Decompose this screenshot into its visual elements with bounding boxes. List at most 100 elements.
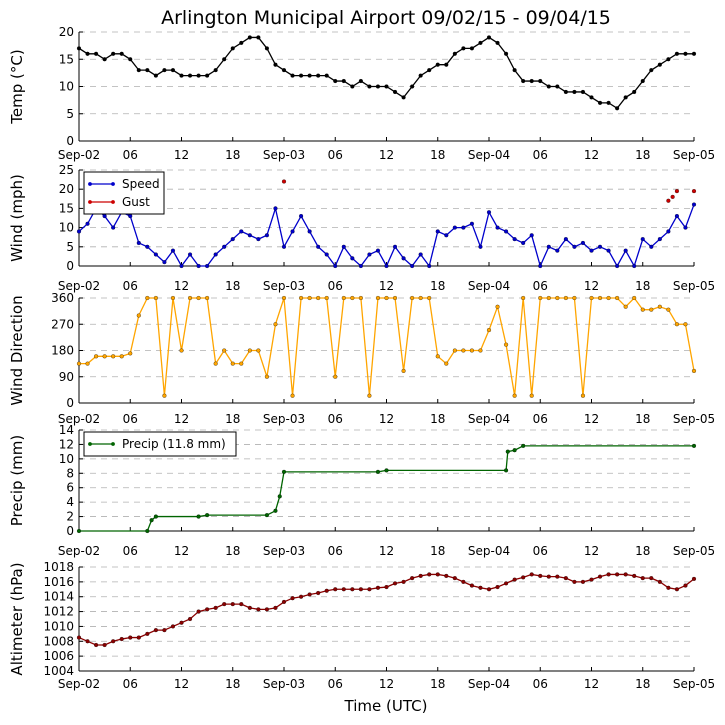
legend-box-precip — [83, 431, 237, 457]
data-point-precip — [264, 513, 269, 518]
data-point-dir — [341, 295, 346, 301]
data-point-wind — [153, 252, 158, 257]
data-point-dir — [589, 295, 594, 301]
data-point-alt — [555, 574, 560, 579]
data-point-alt — [495, 585, 500, 590]
x-tick-label-dir: 18 — [635, 412, 650, 426]
data-point-alt — [452, 576, 457, 581]
data-point-alt — [538, 573, 543, 578]
data-point-wind — [239, 229, 244, 234]
data-point-dir — [333, 374, 338, 379]
data-point-temp — [358, 79, 363, 84]
data-point-dir — [367, 393, 372, 398]
data-point-alt — [546, 574, 551, 579]
x-tick-label-precip: 06 — [533, 544, 548, 558]
data-point-temp — [486, 35, 492, 40]
data-point-dir — [145, 295, 150, 301]
x-tick-label-wind: 06 — [328, 279, 343, 293]
data-point-wind — [205, 263, 210, 269]
data-point-dir — [222, 348, 227, 353]
data-point-dir — [307, 295, 312, 301]
data-point-wind — [486, 210, 492, 215]
data-point-temp — [384, 84, 389, 89]
data-point-alt — [529, 572, 534, 577]
data-point-wind — [85, 221, 90, 226]
y-axis-label-temp: Temp (°C) — [8, 49, 26, 124]
legend-marker-precip — [88, 442, 92, 446]
data-point-wind — [615, 263, 620, 269]
y-tick-label-temp: 0 — [66, 134, 74, 148]
data-point-alt — [128, 635, 133, 640]
data-point-temp — [392, 89, 398, 94]
data-point-temp — [632, 89, 637, 94]
data-point-temp — [691, 51, 697, 56]
data-point-alt — [410, 576, 415, 581]
data-point-temp — [205, 73, 210, 78]
data-point-alt — [469, 583, 474, 588]
data-point-wind — [555, 248, 560, 253]
data-point-wind — [691, 202, 697, 207]
data-point-temp — [102, 57, 107, 62]
data-point-alt — [307, 592, 312, 597]
data-point-dir — [230, 361, 235, 366]
data-point-dir — [358, 295, 363, 301]
data-point-wind — [589, 248, 594, 253]
x-tick-label-wind: Sep-04 — [468, 279, 510, 293]
data-point-wind — [580, 240, 586, 246]
data-point-dir — [666, 307, 671, 312]
data-point-alt — [392, 581, 398, 586]
x-tick-label-dir: Sep-02 — [58, 412, 100, 426]
data-point-wind — [623, 248, 628, 253]
x-tick-label-dir: 18 — [430, 412, 445, 426]
data-point-temp — [657, 62, 662, 67]
data-point-dir — [247, 348, 252, 353]
data-point-temp — [666, 57, 671, 62]
data-point-alt — [623, 572, 628, 577]
data-point-alt — [170, 624, 176, 629]
y-tick-label-alt: 1016 — [43, 575, 74, 589]
data-point-alt — [350, 587, 355, 592]
x-tick-label-dir: 06 — [533, 412, 548, 426]
data-point-temp — [170, 68, 176, 73]
data-point-temp — [683, 51, 688, 56]
panel-temp: 0 5 10 15 20 Sep-02 06 12 18 Sep-03 06 12 18 Sep-04 06… — [8, 25, 715, 162]
data-point-dir — [538, 295, 543, 301]
x-tick-label-temp: Sep-04 — [468, 148, 510, 162]
legend-label-wind: Speed — [122, 177, 160, 191]
data-point-wind — [341, 244, 346, 249]
x-tick-label-wind: Sep-03 — [263, 279, 305, 293]
x-tick-label-alt: Sep-04 — [468, 677, 510, 691]
data-point-dir — [657, 304, 662, 309]
data-point-wind — [538, 263, 543, 269]
data-point-dir — [281, 295, 287, 301]
data-point-dir — [213, 361, 218, 366]
data-point-alt — [196, 609, 201, 614]
data-point-dir — [94, 354, 99, 359]
data-point-alt — [247, 605, 252, 610]
x-tick-label-wind: 12 — [379, 279, 394, 293]
chart-title: Arlington Municipal Airport 09/02/15 - 0… — [161, 7, 611, 29]
data-point-temp — [512, 68, 517, 73]
data-point-alt — [444, 573, 449, 578]
data-point-alt — [85, 639, 90, 644]
data-point-precip — [691, 443, 697, 448]
data-point-dir — [632, 295, 637, 301]
x-tick-label-alt: 12 — [379, 677, 394, 691]
y-tick-label-alt: 1010 — [43, 619, 74, 633]
data-point-alt — [478, 585, 483, 590]
x-tick-label-temp: Sep-03 — [263, 148, 305, 162]
data-point-wind — [444, 233, 449, 238]
data-point-wind — [691, 189, 697, 194]
data-point-alt — [691, 576, 697, 581]
data-point-wind — [179, 263, 184, 269]
data-point-temp — [649, 68, 654, 73]
data-point-wind — [666, 229, 671, 234]
data-point-temp — [555, 84, 560, 89]
data-point-wind — [495, 225, 500, 230]
data-point-alt — [632, 573, 637, 578]
data-point-alt — [418, 573, 423, 578]
data-point-alt — [401, 579, 406, 584]
data-point-alt — [666, 585, 671, 590]
data-point-temp — [563, 89, 568, 94]
